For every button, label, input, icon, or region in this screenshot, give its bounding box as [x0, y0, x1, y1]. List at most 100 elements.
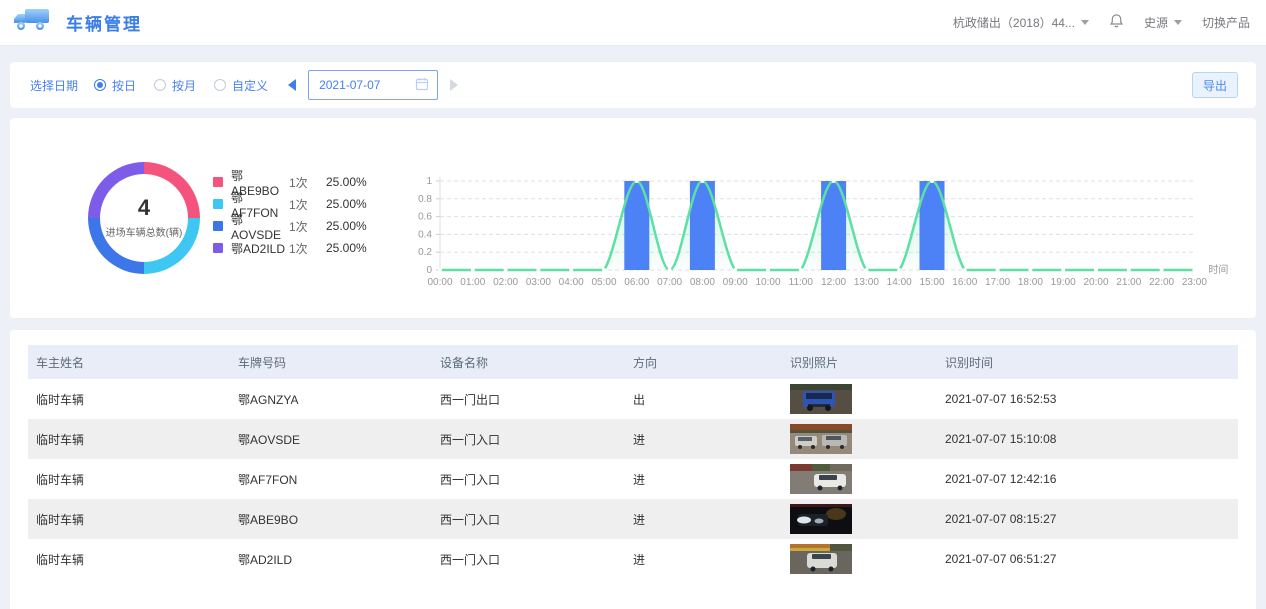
recognition-photo[interactable] — [790, 424, 945, 454]
recognition-time-cell: 2021-07-07 06:51:27 — [945, 552, 1238, 566]
recognition-time-cell: 2021-07-07 12:42:16 — [945, 472, 1238, 486]
vehicle-management-page: 车辆管理 杭政储出（2018）44... 史源 切换产品 — [0, 0, 1266, 609]
svg-text:0.8: 0.8 — [418, 194, 432, 205]
recognition-photo[interactable] — [790, 544, 945, 574]
column-header: 设备名称 — [440, 354, 633, 371]
column-header: 方向 — [633, 354, 790, 371]
table-row: 临时车辆鄂AF7FON西一门入口进 2021-07-07 12:42:16 — [28, 459, 1238, 499]
direction-cell: 出 — [633, 391, 790, 408]
legend-item: 鄂AOVSDE1次25.00% — [213, 215, 367, 237]
total-vehicles-label: 进场车辆总数(辆) — [106, 224, 183, 239]
switch-product-link[interactable]: 切换产品 — [1202, 14, 1250, 31]
user-menu[interactable]: 史源 — [1144, 14, 1182, 31]
recognition-time-cell: 2021-07-07 15:10:08 — [945, 432, 1238, 446]
svg-text:19:00: 19:00 — [1051, 277, 1076, 288]
device-name-cell: 西一门入口 — [440, 471, 633, 488]
radio-icon — [94, 79, 106, 91]
svg-text:03:00: 03:00 — [526, 277, 551, 288]
legend-count: 1次 — [289, 218, 326, 235]
table-row: 临时车辆鄂AOVSDE西一门入口进 2021-07-07 15:10:08 — [28, 419, 1238, 459]
recognition-time-cell: 2021-07-07 08:15:27 — [945, 512, 1238, 526]
plate-number-cell: 鄂AD2ILD — [238, 551, 440, 568]
radio-label: 按日 — [112, 77, 136, 94]
radio-label: 自定义 — [232, 77, 268, 94]
date-mode-radio-group: 按日 按月 自定义 — [94, 77, 268, 94]
owner-name-cell: 临时车辆 — [36, 391, 238, 408]
legend-plate-label: 鄂AD2ILD — [231, 240, 289, 257]
total-vehicles-value: 4 — [138, 197, 150, 219]
date-mode-radio[interactable]: 按月 — [154, 77, 196, 94]
svg-text:1: 1 — [426, 176, 432, 187]
plate-number-cell: 鄂AOVSDE — [238, 431, 440, 448]
owner-name-cell: 临时车辆 — [36, 471, 238, 488]
svg-text:0: 0 — [426, 265, 432, 276]
svg-text:0.6: 0.6 — [418, 212, 432, 223]
filter-bar: 选择日期 按日按月自定义 2021-07-07 导出 — [10, 62, 1256, 108]
column-header: 识别照片 — [790, 354, 945, 371]
notification-bell[interactable] — [1109, 13, 1124, 32]
legend-percent: 25.00% — [326, 219, 367, 233]
svg-text:23:00: 23:00 — [1182, 277, 1207, 288]
page-title: 车辆管理 — [66, 10, 142, 35]
svg-text:15:00: 15:00 — [919, 277, 944, 288]
svg-text:17:00: 17:00 — [985, 277, 1010, 288]
recognition-photo[interactable] — [790, 384, 945, 414]
svg-text:11:00: 11:00 — [789, 277, 814, 288]
org-selector[interactable]: 杭政储出（2018）44... — [953, 14, 1089, 31]
plate-number-cell: 鄂AGNZYA — [238, 391, 440, 408]
recognition-time-cell: 2021-07-07 16:52:53 — [945, 392, 1238, 406]
legend-plate-label: 鄂AOVSDE — [231, 211, 289, 242]
direction-cell: 进 — [633, 511, 790, 528]
svg-text:22:00: 22:00 — [1149, 277, 1174, 288]
radio-icon — [154, 79, 166, 91]
table-body: 临时车辆鄂AGNZYA西一门出口出 2021-07-07 16:52:53临时车… — [28, 379, 1238, 579]
owner-name-cell: 临时车辆 — [36, 511, 238, 528]
svg-text:21:00: 21:00 — [1116, 277, 1141, 288]
direction-cell: 进 — [633, 471, 790, 488]
svg-text:05:00: 05:00 — [591, 277, 616, 288]
next-date-button[interactable] — [450, 79, 458, 91]
svg-text:20:00: 20:00 — [1083, 277, 1108, 288]
prev-date-button[interactable] — [288, 79, 296, 91]
legend-count: 1次 — [289, 196, 326, 213]
svg-text:13:00: 13:00 — [854, 277, 879, 288]
org-selector-label: 杭政储出（2018）44... — [953, 14, 1075, 31]
date-picker-input[interactable]: 2021-07-07 — [308, 70, 438, 100]
svg-text:时间: 时间 — [1208, 263, 1228, 276]
donut-center: 4 进场车辆总数(辆) — [100, 174, 188, 262]
table-row: 临时车辆鄂AGNZYA西一门出口出 2021-07-07 16:52:53 — [28, 379, 1238, 419]
hourly-line-chart: 00.20.40.60.8100:0001:0002:0003:0004:000… — [395, 164, 1255, 302]
legend-item: 鄂AD2ILD1次25.00% — [213, 237, 367, 259]
date-mode-radio[interactable]: 自定义 — [214, 77, 268, 94]
legend-percent: 25.00% — [326, 175, 367, 189]
device-name-cell: 西一门入口 — [440, 551, 633, 568]
app-header: 车辆管理 杭政储出（2018）44... 史源 切换产品 — [0, 0, 1266, 46]
direction-cell: 进 — [633, 551, 790, 568]
date-mode-radio[interactable]: 按日 — [94, 77, 136, 94]
svg-text:07:00: 07:00 — [657, 277, 682, 288]
statistics-panel: 4 进场车辆总数(辆) 鄂ABE9BO1次25.00%鄂AF7FON1次25.0… — [10, 118, 1256, 318]
legend-percent: 25.00% — [326, 197, 367, 211]
calendar-icon — [415, 77, 429, 94]
svg-text:0.2: 0.2 — [418, 247, 432, 258]
owner-name-cell: 临时车辆 — [36, 431, 238, 448]
svg-text:06:00: 06:00 — [624, 277, 649, 288]
column-header: 车主姓名 — [36, 354, 238, 371]
recognition-photo[interactable] — [790, 464, 945, 494]
svg-text:02:00: 02:00 — [493, 277, 518, 288]
bell-icon — [1109, 13, 1124, 32]
legend-swatch-icon — [213, 221, 223, 231]
plate-number-cell: 鄂AF7FON — [238, 471, 440, 488]
svg-text:01:00: 01:00 — [460, 277, 485, 288]
date-value: 2021-07-07 — [319, 78, 380, 92]
recognition-photo[interactable] — [790, 504, 945, 534]
chevron-down-icon — [1174, 20, 1182, 25]
legend-percent: 25.00% — [326, 241, 367, 255]
legend-count: 1次 — [289, 174, 326, 191]
device-name-cell: 西一门入口 — [440, 511, 633, 528]
svg-text:00:00: 00:00 — [427, 277, 452, 288]
column-header: 车牌号码 — [238, 354, 440, 371]
export-button[interactable]: 导出 — [1192, 72, 1238, 98]
device-name-cell: 西一门出口 — [440, 391, 633, 408]
legend-swatch-icon — [213, 199, 223, 209]
